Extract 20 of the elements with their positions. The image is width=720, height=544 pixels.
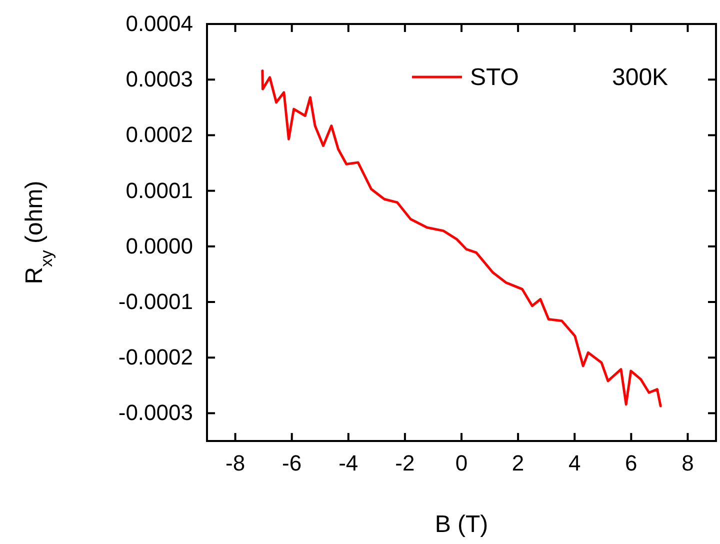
x-tick-label: 4 xyxy=(568,450,581,476)
y-tick-label: -0.0001 xyxy=(118,289,193,314)
x-tick-label: 2 xyxy=(512,450,524,476)
x-tick-label: 8 xyxy=(682,450,694,476)
legend-label: STO xyxy=(470,64,519,91)
x-tick-label: -6 xyxy=(282,450,302,476)
x-tick-label: -4 xyxy=(338,450,358,476)
x-tick-label: -2 xyxy=(395,450,415,476)
x-axis-title: B (T) xyxy=(434,511,488,538)
y-tick-label: 0.0000 xyxy=(126,233,193,258)
x-tick-label: 0 xyxy=(455,450,468,476)
y-tick-label: 0.0004 xyxy=(126,11,193,36)
y-tick-label: -0.0002 xyxy=(118,344,193,370)
y-tick-label: -0.0003 xyxy=(118,400,193,426)
x-tick-label: 6 xyxy=(625,450,638,476)
x-tick-label: -8 xyxy=(225,450,246,476)
y-tick-label: 0.0002 xyxy=(126,122,193,148)
annotation: 300K xyxy=(612,64,668,91)
y-tick-label: 0.0001 xyxy=(126,178,193,203)
y-tick-label: 0.0003 xyxy=(126,66,193,92)
